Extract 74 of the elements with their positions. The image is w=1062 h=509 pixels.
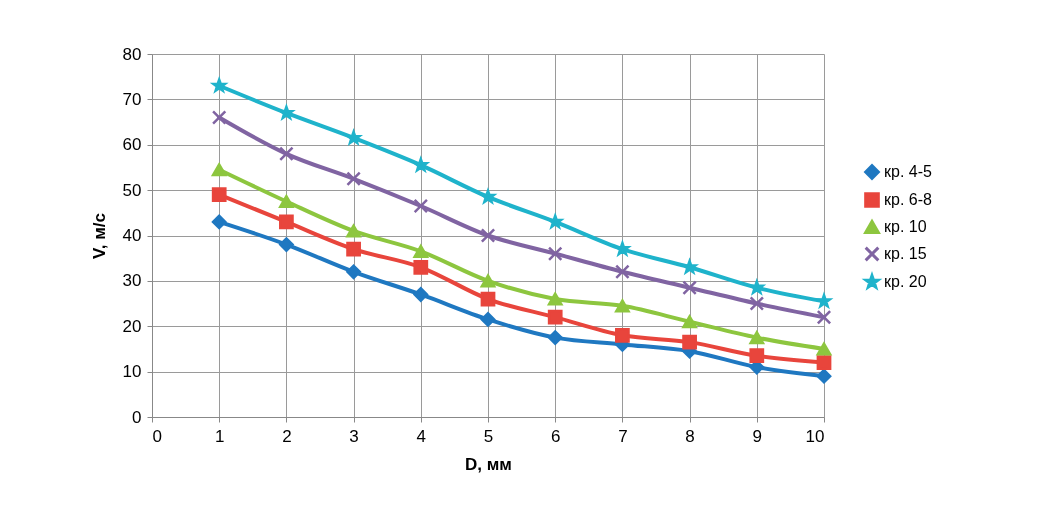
point xyxy=(682,257,699,276)
point xyxy=(480,228,496,243)
point xyxy=(413,198,429,214)
y-tick-label: 20 xyxy=(122,316,142,336)
point xyxy=(749,331,765,345)
point xyxy=(547,292,563,306)
point xyxy=(615,327,630,343)
x-tick-label: 4 xyxy=(416,426,427,446)
y-tick-label: 10 xyxy=(122,362,142,382)
point xyxy=(816,291,834,310)
x-tick-label: 10 xyxy=(805,426,825,446)
point xyxy=(346,264,361,280)
x-tick-label: 8 xyxy=(685,426,695,446)
y-axis-title: V, м/с xyxy=(89,213,109,259)
point xyxy=(749,280,764,294)
x-tick-label: 6 xyxy=(550,426,561,446)
legend-label: кр. 20 xyxy=(884,273,927,290)
point xyxy=(211,163,227,177)
legend-label: кр. 4-5 xyxy=(884,163,933,180)
legend-label: кр. 10 xyxy=(884,218,927,235)
x-tick-label: 5 xyxy=(483,426,494,446)
point xyxy=(279,237,294,252)
y-tick-label: 60 xyxy=(122,135,142,155)
point xyxy=(279,194,294,209)
point xyxy=(682,334,697,350)
point xyxy=(480,291,496,307)
point xyxy=(615,299,630,313)
x-tick-label: 9 xyxy=(752,426,763,446)
point xyxy=(547,309,563,325)
point xyxy=(816,309,832,325)
point xyxy=(346,241,361,257)
point xyxy=(749,296,765,311)
x-tick-label: 2 xyxy=(282,426,292,446)
x-tick-label: 3 xyxy=(349,426,359,446)
point xyxy=(210,76,229,94)
point xyxy=(211,214,227,230)
y-tick-label: 0 xyxy=(132,407,142,427)
point xyxy=(480,312,496,327)
y-tick-label: 40 xyxy=(122,226,142,245)
point xyxy=(480,274,496,288)
point xyxy=(413,155,430,174)
point xyxy=(279,146,294,162)
point xyxy=(279,214,294,230)
legend-label: кр. 6-8 xyxy=(884,191,933,208)
point xyxy=(816,342,832,356)
point xyxy=(480,187,498,205)
x-tick-label: 0 xyxy=(152,426,162,446)
legend-label: кр. 15 xyxy=(884,245,927,262)
point xyxy=(413,259,429,275)
point xyxy=(413,244,429,258)
y-tick-label: 70 xyxy=(122,89,142,109)
y-tick-label: 80 xyxy=(122,44,142,64)
point xyxy=(816,368,832,384)
y-tick-label: 30 xyxy=(122,271,142,291)
point xyxy=(615,239,632,258)
x-tick-label: 7 xyxy=(618,426,628,446)
point xyxy=(547,246,563,262)
point xyxy=(413,287,429,302)
point xyxy=(749,348,765,364)
point xyxy=(682,315,697,329)
x-axis-title: D, мм xyxy=(465,454,512,474)
point xyxy=(682,280,697,296)
y-tick-label: 50 xyxy=(122,180,142,200)
point xyxy=(816,355,832,370)
point xyxy=(211,187,227,203)
point xyxy=(346,224,361,238)
point xyxy=(211,110,227,125)
point xyxy=(547,330,563,345)
x-tick-label: 1 xyxy=(214,426,225,446)
point xyxy=(548,212,565,230)
point xyxy=(346,171,361,187)
point xyxy=(279,103,296,121)
point xyxy=(346,128,363,146)
point xyxy=(615,264,630,280)
